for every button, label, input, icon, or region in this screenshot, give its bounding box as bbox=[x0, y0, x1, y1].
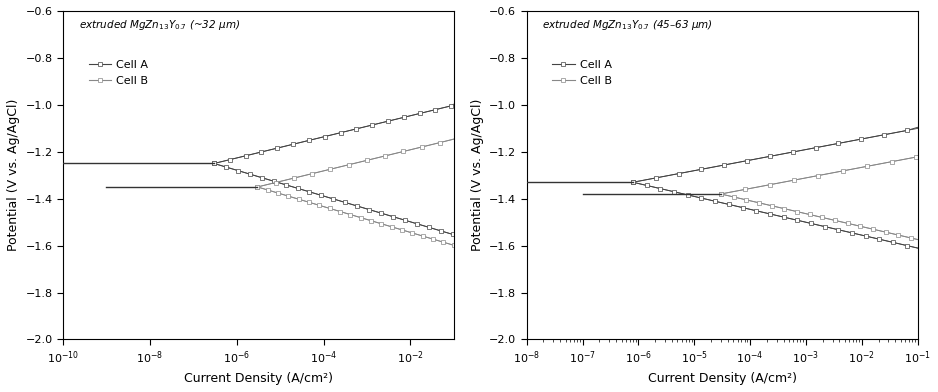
Text: extruded MgZn$_{13}$Y$_{0.7}$ (45–63 μm): extruded MgZn$_{13}$Y$_{0.7}$ (45–63 μm) bbox=[542, 18, 713, 31]
Legend: Cell A, Cell B: Cell A, Cell B bbox=[548, 56, 616, 91]
Text: extruded MgZn$_{13}$Y$_{0.7}$ (~32 μm): extruded MgZn$_{13}$Y$_{0.7}$ (~32 μm) bbox=[79, 18, 240, 31]
X-axis label: Current Density (A/cm²): Current Density (A/cm²) bbox=[184, 372, 333, 385]
Y-axis label: Potential (V vs. Ag/AgCl): Potential (V vs. Ag/AgCl) bbox=[7, 99, 20, 251]
Legend: Cell A, Cell B: Cell A, Cell B bbox=[84, 56, 153, 91]
Y-axis label: Potential (V vs. Ag/AgCl): Potential (V vs. Ag/AgCl) bbox=[471, 99, 484, 251]
X-axis label: Current Density (A/cm²): Current Density (A/cm²) bbox=[647, 372, 796, 385]
